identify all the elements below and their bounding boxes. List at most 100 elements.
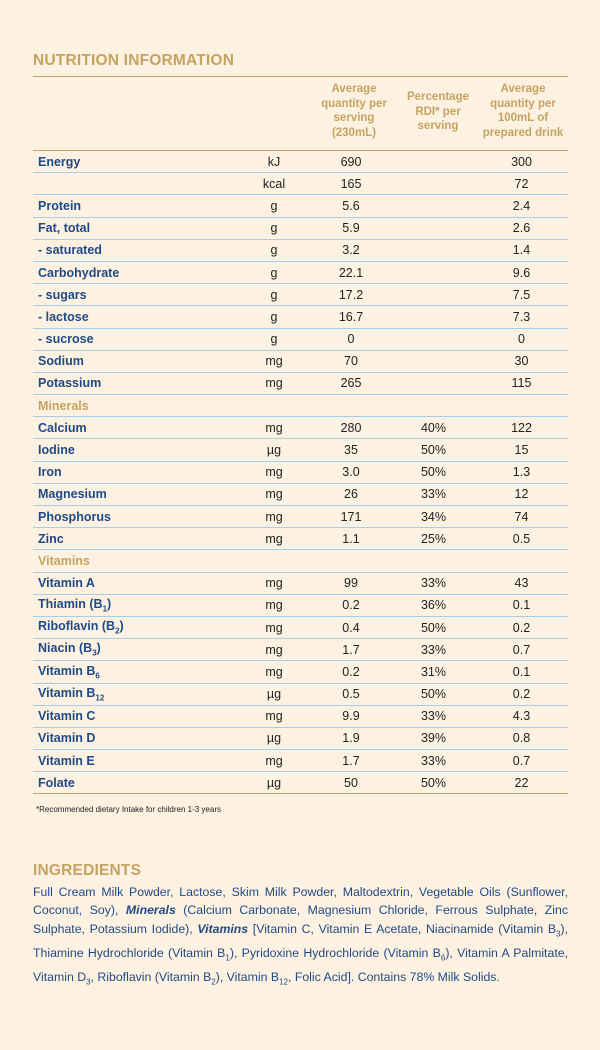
nutrient-name: Vitamin A	[33, 572, 238, 595]
table-row: Fat, total g 5.9 2.6	[33, 217, 568, 240]
header-top-rule	[33, 76, 568, 77]
unit	[238, 549, 310, 573]
per-100ml-value: 0	[475, 328, 568, 351]
per-100ml-value: 2.4	[475, 194, 568, 218]
per-serving-value: 0.5	[310, 683, 392, 706]
per-serving-value: 35	[310, 438, 392, 462]
per-100ml-value: 7.3	[475, 305, 568, 329]
table-row: Phosphorus mg 171 34% 74	[33, 505, 568, 529]
unit: mg	[238, 350, 310, 373]
per-100ml-value: 30	[475, 350, 568, 373]
unit: mg	[238, 660, 310, 684]
rdi-value: 50%	[392, 616, 475, 640]
table-row: - sucrose g 0 0	[33, 328, 568, 351]
per-serving-value: 70	[310, 350, 392, 373]
table-row: - lactose g 16.7 7.3	[33, 305, 568, 329]
table-row: - saturated g 3.2 1.4	[33, 239, 568, 262]
table-row: Carbohydrate g 22.1 9.6	[33, 261, 568, 285]
nutrient-name: Carbohydrate	[33, 261, 238, 285]
per-serving-value: 171	[310, 505, 392, 529]
unit: mg	[238, 638, 310, 662]
unit: kJ	[238, 151, 310, 174]
table-row: Iron mg 3.0 50% 1.3	[33, 461, 568, 484]
per-100ml-value: 0.8	[475, 727, 568, 751]
unit: mg	[238, 416, 310, 440]
ingredient-text-segment: ), Vitamin B	[215, 969, 280, 984]
col-head-per-serving: Average quantity per serving (230mL)	[321, 83, 387, 139]
table-row: - sugars g 17.2 7.5	[33, 283, 568, 307]
unit: g	[238, 328, 310, 351]
table-row: Iodine µg 35 50% 15	[33, 438, 568, 462]
col-head-per-100ml: Average quantity per 100mL of prepared d…	[482, 83, 564, 139]
rdi-value: 50%	[392, 771, 475, 795]
ingredient-text-segment: (Calcium Carbonate, Magnesium Chloride, …	[33, 903, 568, 936]
unit: g	[238, 305, 310, 329]
rdi-value	[392, 172, 475, 196]
nutrient-name: Protein	[33, 194, 238, 218]
per-100ml-value	[475, 549, 568, 573]
rdi-value: 33%	[392, 749, 475, 773]
rdi-value: 31%	[392, 660, 475, 684]
nutrient-name: Vitamin C	[33, 705, 238, 728]
rdi-value: 34%	[392, 505, 475, 529]
per-serving-value	[310, 394, 392, 418]
per-serving-value: 265	[310, 372, 392, 396]
rdi-value	[392, 372, 475, 396]
rdi-value	[392, 261, 475, 285]
per-100ml-value: 72	[475, 172, 568, 196]
per-serving-value: 3.0	[310, 461, 392, 484]
unit: µg	[238, 683, 310, 706]
per-serving-value: 0.2	[310, 594, 392, 617]
rdi-value: 40%	[392, 416, 475, 440]
ingredients-text: Full Cream Milk Powder, Lactose, Skim Mi…	[33, 883, 568, 991]
per-serving-value: 1.7	[310, 638, 392, 662]
nutrient-name	[33, 172, 238, 196]
unit: mg	[238, 749, 310, 773]
per-serving-value: 5.6	[310, 194, 392, 218]
unit: µg	[238, 771, 310, 795]
footnote: *Recommended dietary Intake for children…	[36, 805, 221, 814]
per-serving-value: 690	[310, 151, 392, 174]
nutrient-name: - saturated	[33, 239, 238, 262]
nutrition-table: Energy kJ 690 300 kcal 165 72 Protein g 5.6 2.4 Fat…	[33, 151, 568, 795]
nutrient-name: Iron	[33, 461, 238, 484]
unit: mg	[238, 372, 310, 396]
unit: mg	[238, 483, 310, 507]
table-row: Potassium mg 265 115	[33, 372, 568, 396]
rdi-value	[392, 217, 475, 240]
per-serving-value: 3.2	[310, 239, 392, 262]
per-serving-value: 1.7	[310, 749, 392, 773]
rdi-value	[392, 283, 475, 307]
per-100ml-value: 0.1	[475, 594, 568, 617]
table-row: kcal 165 72	[33, 172, 568, 196]
unit: g	[238, 283, 310, 307]
per-serving-value: 17.2	[310, 283, 392, 307]
nutrient-name: Thiamin (B1)	[33, 594, 238, 617]
rdi-value	[392, 394, 475, 418]
per-100ml-value: 15	[475, 438, 568, 462]
unit: mg	[238, 705, 310, 728]
rdi-value: 33%	[392, 572, 475, 595]
unit: g	[238, 194, 310, 218]
per-serving-value: 165	[310, 172, 392, 196]
rdi-value: 39%	[392, 727, 475, 751]
ingredient-text-segment: 12	[279, 976, 288, 986]
per-serving-value: 99	[310, 572, 392, 595]
ingredient-text-segment: , Folic Acid]. Contains 78% Milk Solids.	[287, 969, 500, 984]
per-100ml-value: 1.3	[475, 461, 568, 484]
ingredient-text-segment: ), Vitamin A Palmitate, Vitamin D	[33, 945, 568, 984]
per-100ml-value: 1.4	[475, 239, 568, 262]
per-serving-value: 9.9	[310, 705, 392, 728]
per-100ml-value: 0.5	[475, 527, 568, 551]
per-serving-value: 16.7	[310, 305, 392, 329]
per-100ml-value: 122	[475, 416, 568, 440]
per-100ml-value: 43	[475, 572, 568, 595]
table-row: Riboflavin (B2) mg 0.4 50% 0.2	[33, 616, 568, 640]
unit: mg	[238, 461, 310, 484]
table-row: Sodium mg 70 30	[33, 350, 568, 373]
per-serving-value: 26	[310, 483, 392, 507]
nutrient-name: Folate	[33, 771, 238, 795]
per-serving-value: 22.1	[310, 261, 392, 285]
